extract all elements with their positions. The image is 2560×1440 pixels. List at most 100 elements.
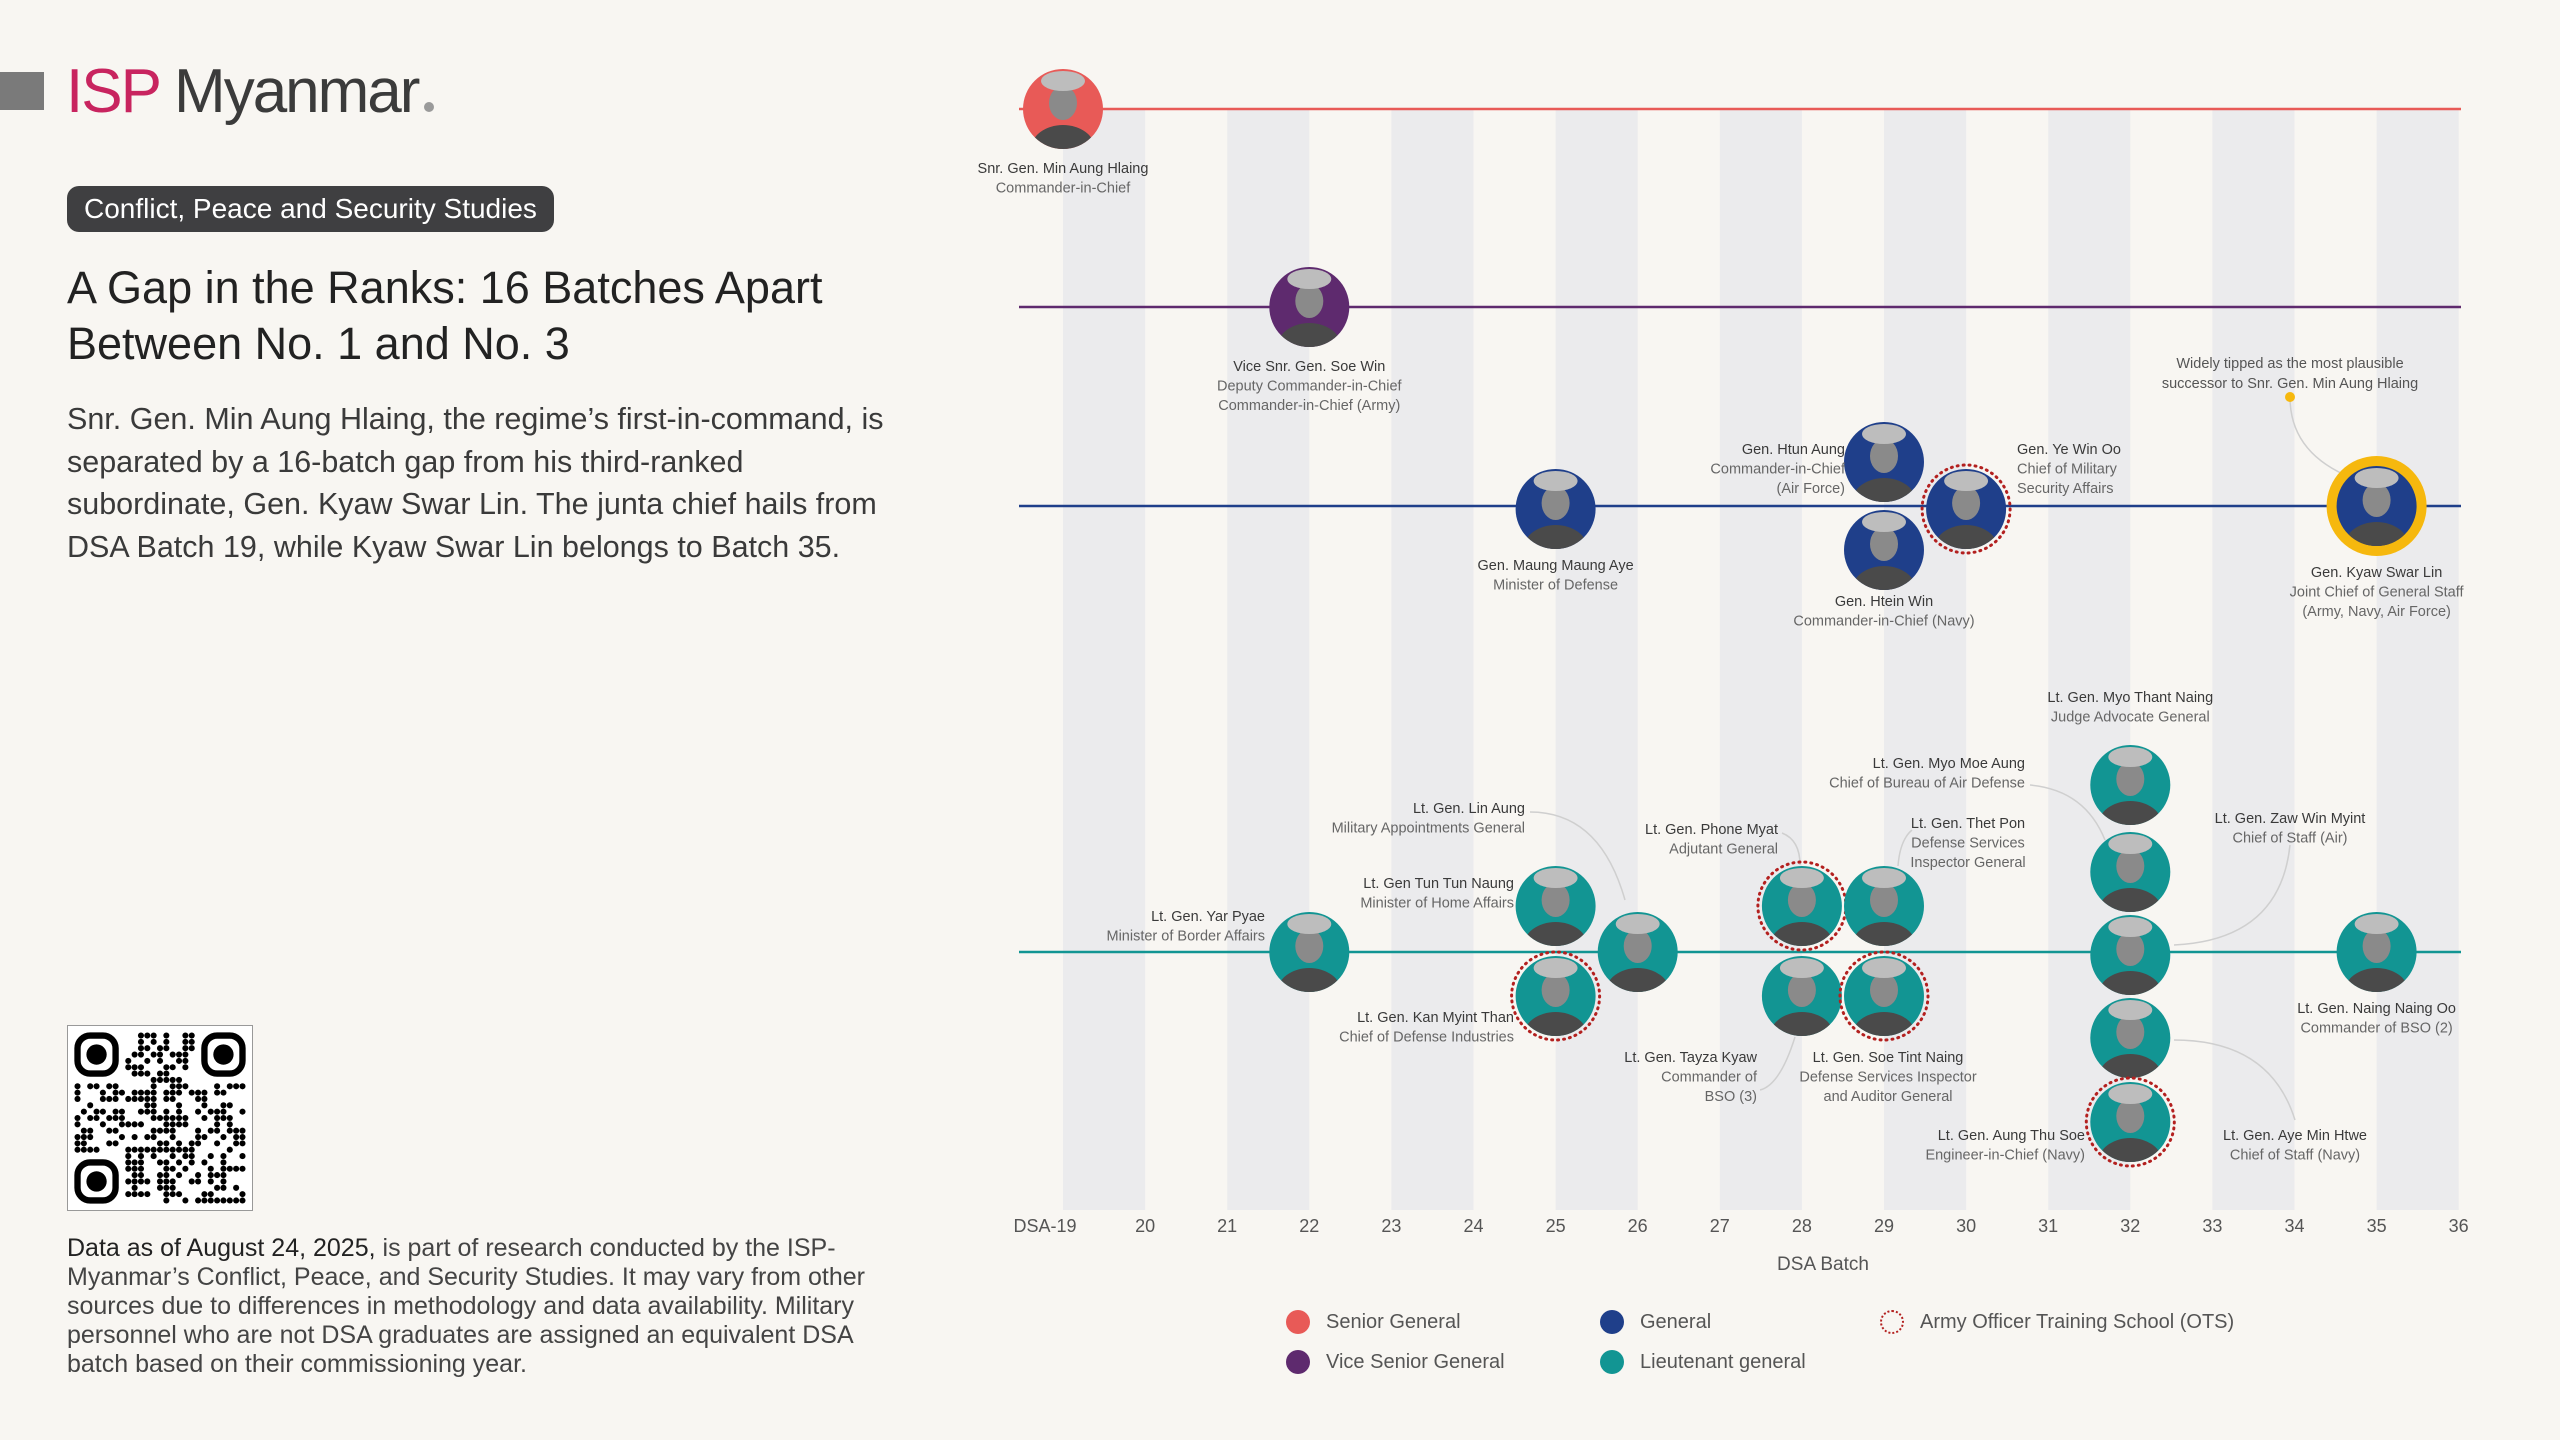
legend-label: Lieutenant general: [1640, 1350, 1806, 1373]
batch-stripe: [1719, 109, 1802, 1210]
person-marker[interactable]: Gen. Kyaw Swar Lin Joint Chief of General…: [2290, 456, 2465, 620]
person-role: Defense Services: [1911, 836, 2025, 852]
person-role: Joint Chief of General Staff: [2290, 585, 2465, 601]
legend-label: General: [1640, 1310, 1712, 1333]
page-title: A Gap in the Ranks: 16 Batches Apart Bet…: [67, 262, 823, 369]
qr-code[interactable]: [67, 1025, 253, 1211]
x-tick-label: 28: [1791, 1216, 1812, 1236]
portrait-photo: [2344, 914, 2409, 992]
portrait-photo: [1523, 471, 1588, 549]
person-marker[interactable]: Lt. Gen. Tayza Kyaw Commander of BSO (3): [1624, 956, 1842, 1105]
legend-swatch-vice: [1286, 1350, 1310, 1374]
footnote-date: Data as of August 24, 2025,: [67, 1234, 376, 1262]
person-marker[interactable]: Gen. Ye Win Oo Chief of Military Security …: [1920, 442, 2121, 573]
person-marker[interactable]: Lt. Gen. Naing Naing Oo Commander of BSO …: [2297, 912, 2456, 1037]
label-connector: [1897, 829, 1913, 867]
person-marker[interactable]: Snr. Gen. Min Aung Hlaing Commander-in-Ch…: [978, 69, 1149, 197]
person-marker[interactable]: Gen. Htun Aung Commander-in-Chief (Air For…: [1710, 422, 1924, 526]
portrait-photo: [1769, 958, 1834, 1036]
portrait-photo: [1852, 512, 1916, 590]
person-role: Military Appointments General: [1332, 821, 1525, 837]
person-name: Lt. Gen. Tayza Kyaw: [1624, 1050, 1757, 1066]
person-role: Chief of Defense Industries: [1339, 1030, 1514, 1046]
person-name: Lt. Gen. Myo Moe Aung: [1873, 756, 2025, 772]
person-role: BSO (3): [1705, 1089, 1757, 1105]
portrait-photo: [1852, 958, 1916, 1036]
footnote-text: is part of research conducted by the ISP…: [67, 1234, 865, 1378]
person-marker[interactable]: Lt. Gen. Aung Thu Soe Engineer-in-Chief (…: [1925, 1076, 2176, 1186]
portrait-photo: [1277, 914, 1342, 992]
label-connector: [2173, 844, 2291, 946]
person-marker[interactable]: Lt. Gen. Thet Pon Defense Services Inspect…: [1844, 816, 2026, 970]
person-marker[interactable]: Lt. Gen. Myo Moe Aung Chief of Bureau of …: [1829, 756, 2171, 936]
person-marker[interactable]: Lt. Gen. Soe Tint Naing Defense Services …: [1799, 950, 1977, 1105]
person-name: Lt. Gen. Phone Myat: [1645, 822, 1778, 838]
portrait-photo: [2098, 917, 2163, 995]
person-marker[interactable]: Lt. Gen. Myo Thant Naing Judge Advocate G…: [2047, 690, 2213, 849]
person-role: Chief of Bureau of Air Defense: [1829, 776, 2025, 792]
batch-stripe: [1063, 109, 1146, 1210]
portrait-photo: [1523, 868, 1588, 946]
batch-stripe: [1884, 109, 1967, 1210]
person-marker[interactable]: Lt. Gen. Phone Myat Adjutant General: [1645, 822, 1848, 970]
person-name: Lt. Gen. Aye Min Htwe: [2223, 1128, 2367, 1144]
person-marker[interactable]: Lt. Gen Tun Tun Naung Minister of Home Af…: [1360, 866, 1596, 970]
legend-swatch-ots: [1880, 1310, 1904, 1334]
batch-stripe: [1391, 109, 1474, 1210]
x-tick-label: 29: [1873, 1216, 1895, 1236]
person-marker[interactable]: Gen. Maung Maung Aye Minister of Defense: [1478, 469, 1634, 594]
person-role: Commander-in-Chief (Navy): [1793, 614, 1974, 630]
person-name: Gen. Htein Win: [1835, 594, 1933, 610]
person-role: Minister of Defense: [1493, 578, 1618, 594]
x-tick-label: DSA-19: [1013, 1216, 1077, 1236]
batch-stripe: [1555, 109, 1638, 1210]
x-tick-label: 22: [1299, 1216, 1320, 1236]
legend-item-lt: Lieutenant general: [1600, 1350, 1806, 1374]
portrait-photo: [1523, 958, 1588, 1036]
batch-stripe: [2212, 109, 2295, 1210]
person-marker[interactable]: Lt. Gen. Aye Min Htwe Chief of Staff (Nav…: [2090, 998, 2367, 1164]
person-marker[interactable]: Vice Snr. Gen. Soe Win Deputy Commander-i…: [1217, 267, 1403, 414]
person-name: Lt. Gen. Lin Aung: [1413, 801, 1525, 817]
x-axis-label: DSA Batch: [1777, 1254, 1869, 1275]
x-tick-label: 36: [2448, 1216, 2469, 1236]
person-marker[interactable]: Gen. Htein Win Commander-in-Chief (Navy): [1793, 510, 1975, 630]
legend-item-vice: Vice Senior General: [1286, 1350, 1505, 1374]
person-name: Lt. Gen. Soe Tint Naing: [1813, 1050, 1964, 1066]
x-tick-label: 34: [2284, 1216, 2305, 1236]
x-tick-label: 21: [1217, 1216, 1238, 1236]
x-tick-label: 23: [1381, 1216, 1402, 1236]
person-marker[interactable]: Lt. Gen. Kan Myint Than Chief of Defense …: [1339, 950, 1602, 1060]
person-role: Security Affairs: [2017, 481, 2113, 497]
portrait-photo: [1277, 269, 1342, 347]
person-name: Vice Snr. Gen. Soe Win: [1233, 359, 1385, 375]
portrait-photo: [2098, 834, 2163, 912]
portrait-photo: [1031, 71, 1095, 149]
person-name: Lt. Gen. Zaw Win Myint: [2215, 811, 2366, 827]
logo-dot: [424, 102, 435, 112]
portrait-photo: [1769, 868, 1834, 946]
person-name: Lt. Gen. Kan Myint Than: [1357, 1010, 1514, 1026]
legend-label: Vice Senior General: [1326, 1350, 1505, 1373]
summary-text: Snr. Gen. Min Aung Hlaing, the regime’s …: [67, 402, 884, 564]
person-marker[interactable]: Lt. Gen. Zaw Win Myint Chief of Staff (Ai…: [2090, 811, 2365, 1019]
person-role: (Air Force): [1777, 481, 1845, 497]
person-marker[interactable]: Lt. Gen. Lin Aung Military Appointments G…: [1332, 801, 1678, 1016]
legend-item-ots: Army Officer Training School (OTS): [1880, 1310, 2234, 1334]
ots-ring: [1920, 463, 2012, 555]
x-tick-label: 24: [1463, 1216, 1484, 1236]
person-role: Commander-in-Chief (Army): [1218, 398, 1400, 414]
person-role: Inspector General: [1910, 855, 2025, 871]
label-connector: [2029, 784, 2106, 841]
ots-ring: [1838, 950, 1930, 1042]
person-name: Lt. Gen Tun Tun Naung: [1363, 876, 1514, 892]
portrait-photo: [2098, 1000, 2163, 1078]
person-name: Gen. Htun Aung: [1742, 442, 1845, 458]
person-marker[interactable]: Lt. Gen. Yar Pyae Minister of Border Affa…: [1107, 909, 1350, 1016]
x-tick-label: 30: [1956, 1216, 1977, 1236]
annotation-dot: [2285, 392, 2295, 402]
footnote: Data as of August 24, 2025, is part of r…: [67, 1234, 907, 1379]
person-role: Defense Services Inspector: [1799, 1070, 1976, 1086]
x-tick-label: 20: [1135, 1216, 1156, 1236]
